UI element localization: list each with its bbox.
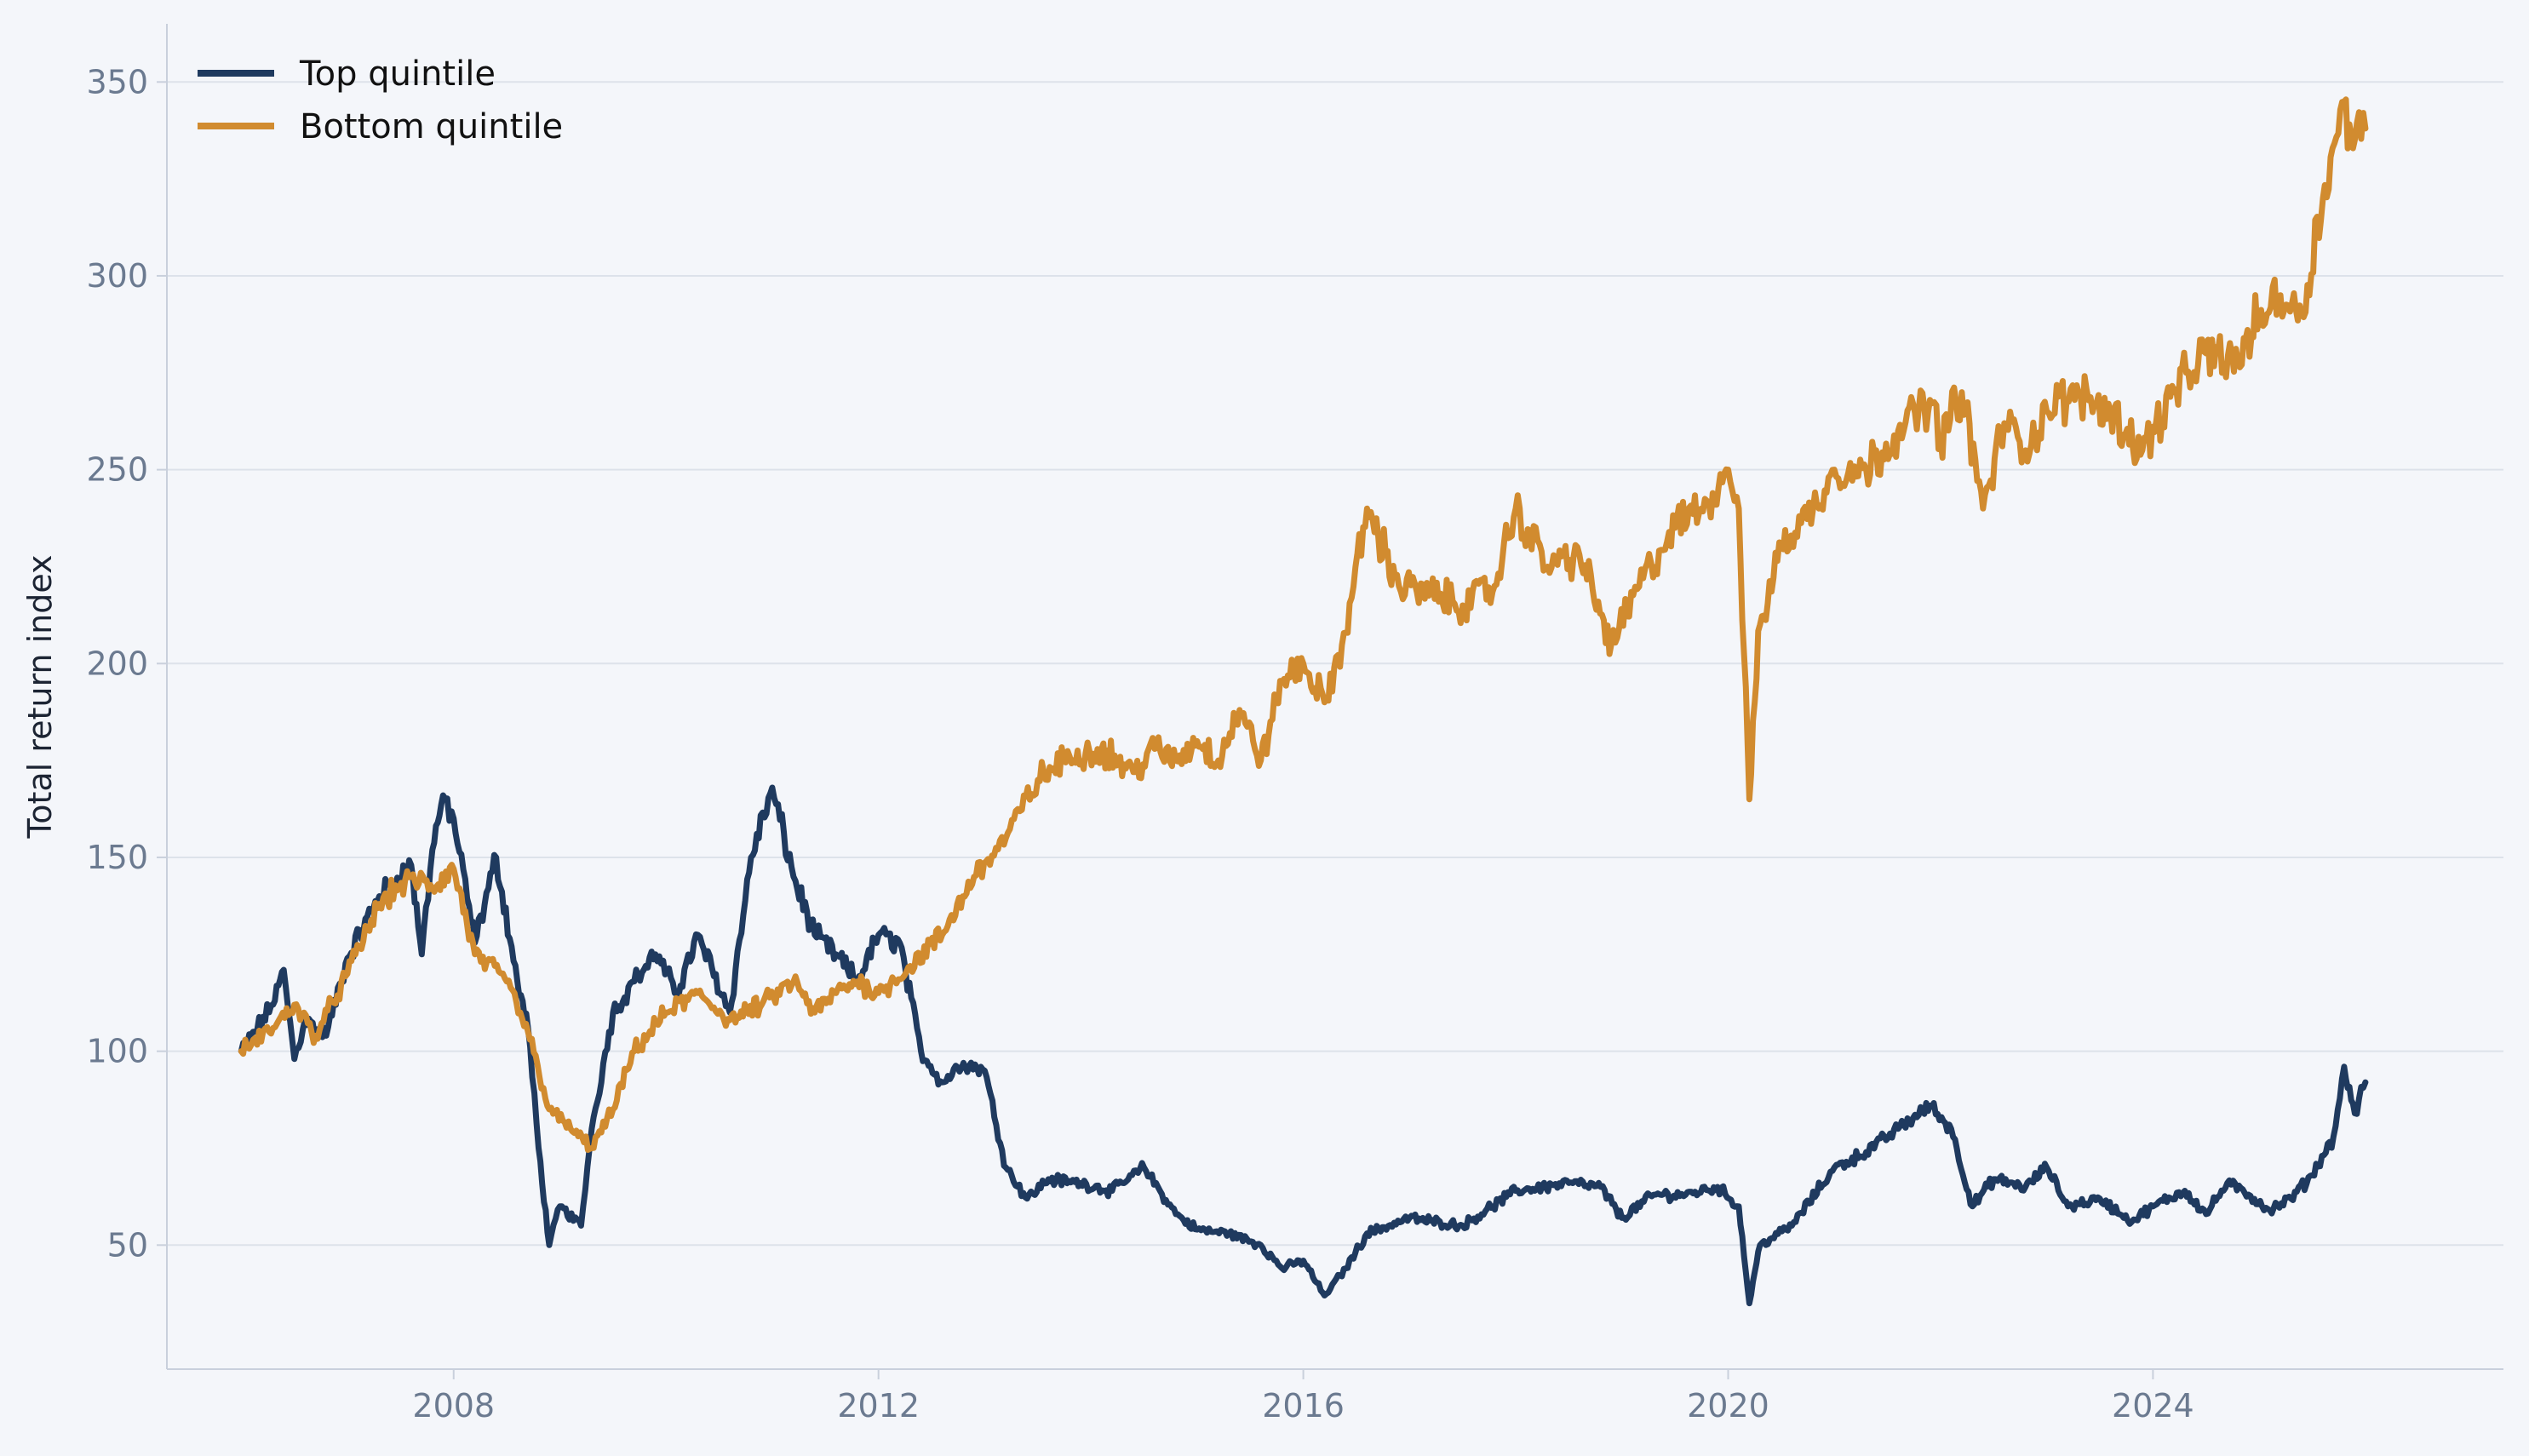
series-line-bottom-quintile <box>238 96 2369 1153</box>
y-axis-ticks: 50 100 150 200 250 300 350 <box>86 63 167 1264</box>
y-tick-label: 200 <box>86 645 148 682</box>
gridlines <box>167 81 2503 1247</box>
x-tick-label: 2012 <box>837 1387 920 1424</box>
legend-label: Top quintile <box>299 54 496 94</box>
series-line-top-quintile <box>238 784 2369 1307</box>
x-tick-label: 2020 <box>1687 1387 1769 1424</box>
y-tick-label: 150 <box>86 839 148 876</box>
y-tick-label: 100 <box>86 1033 148 1070</box>
y-axis-title: Total return index <box>21 554 59 839</box>
y-tick-label: 350 <box>86 63 148 100</box>
series-lines <box>238 96 2369 1307</box>
y-tick-label: 50 <box>107 1226 148 1264</box>
y-tick-label: 300 <box>86 257 148 295</box>
legend: Top quintile Bottom quintile <box>198 54 563 146</box>
x-tick-label: 2024 <box>2112 1387 2194 1424</box>
x-axis-ticks: 2008 2012 2016 2020 2024 <box>412 1369 2194 1424</box>
x-tick-label: 2008 <box>412 1387 495 1424</box>
y-tick-label: 250 <box>86 451 148 489</box>
legend-label: Bottom quintile <box>300 107 563 146</box>
x-tick-label: 2016 <box>1262 1387 1345 1424</box>
